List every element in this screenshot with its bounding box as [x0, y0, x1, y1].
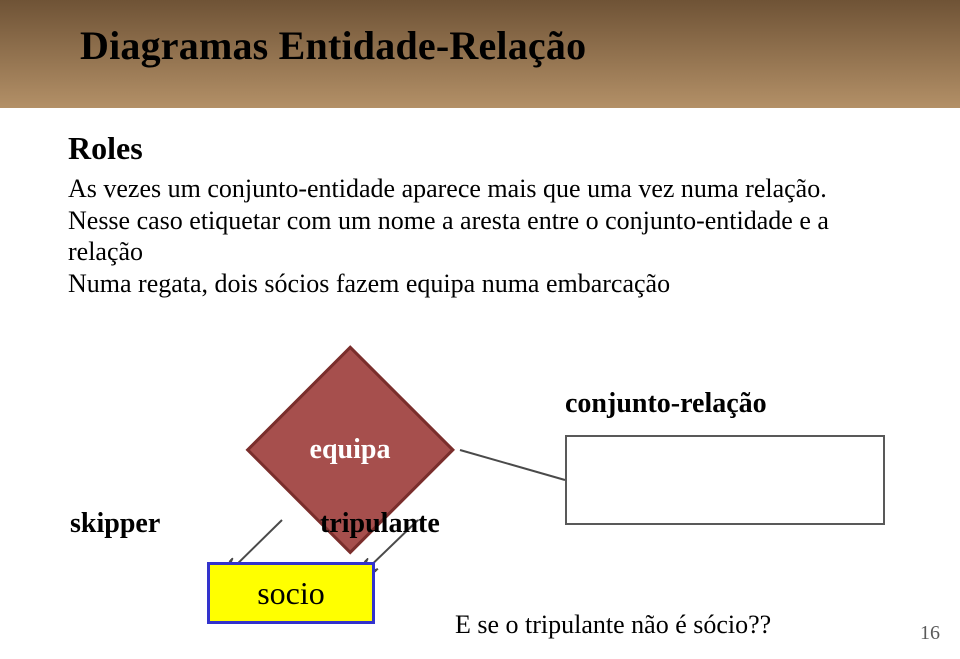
- body-text-block: Roles As vezes um conjunto-entidade apar…: [68, 130, 898, 300]
- empty-relation-box-label: [567, 437, 883, 523]
- empty-relation-box: [565, 435, 885, 525]
- para-3: Numa regata, dois sócios fazem equipa nu…: [68, 268, 898, 300]
- footnote-question: E se o tripulante não é sócio??: [455, 610, 771, 640]
- para-1: As vezes um conjunto-entidade aparece ma…: [68, 173, 898, 205]
- role-label-skipper: skipper: [70, 508, 160, 540]
- line-to-conj-rel: [460, 450, 565, 480]
- entity-socio: socio: [207, 562, 375, 624]
- page-number: 16: [920, 622, 940, 645]
- role-label-tripulante: tripulante: [320, 508, 440, 540]
- title-band: Diagramas Entidade-Relação: [0, 0, 960, 108]
- para-2: Nesse caso etiquetar com um nome a arest…: [68, 205, 898, 268]
- entity-socio-label: socio: [210, 565, 372, 621]
- subheading-roles: Roles: [68, 130, 898, 167]
- page-title: Diagramas Entidade-Relação: [80, 22, 586, 69]
- label-conjunto-relacao: conjunto-relação: [565, 388, 767, 420]
